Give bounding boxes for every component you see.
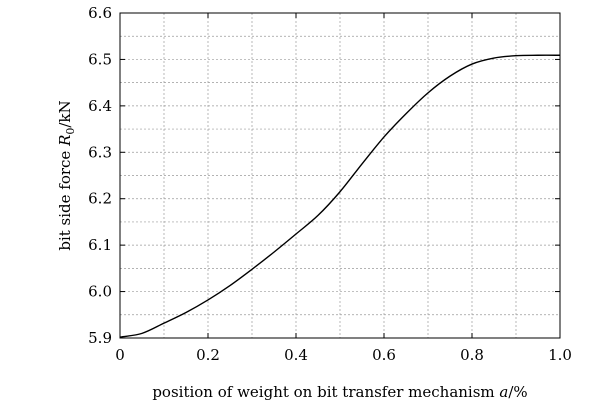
x-tick-label: 0.6 bbox=[372, 346, 396, 364]
y-tick-label: 6.4 bbox=[88, 97, 112, 115]
y-tick-label: 6.2 bbox=[88, 190, 112, 208]
x-axis-label-prefix: position of weight on bit transfer mecha… bbox=[152, 383, 499, 401]
grid bbox=[120, 13, 560, 338]
x-tick-label: 1.0 bbox=[548, 346, 572, 364]
tick-labels: 0 0.2 0.4 0.6 0.8 1.0 5.9 6.0 6.1 6.2 6.3 6.4 6.5 6.6 bbox=[88, 4, 572, 364]
x-axis-label: position of weight on bit transfer mecha… bbox=[152, 383, 527, 401]
y-tick-label: 6.3 bbox=[88, 143, 112, 161]
x-tick-label: 0.4 bbox=[284, 346, 308, 364]
y-tick-label: 6.5 bbox=[88, 50, 112, 68]
y-axis-label: bit side force R0/kN bbox=[56, 100, 77, 250]
y-tick-label: 6.0 bbox=[88, 283, 112, 301]
y-axis-label-subscript: 0 bbox=[64, 128, 77, 135]
y-tick-label: 5.9 bbox=[88, 329, 112, 347]
x-tick-label: 0 bbox=[115, 346, 125, 364]
x-tick-label: 0.8 bbox=[460, 346, 484, 364]
x-axis-label-variable: a bbox=[499, 383, 508, 401]
y-axis-label-prefix: bit side force bbox=[56, 146, 74, 251]
series-layer bbox=[119, 54, 561, 338]
plot-frame bbox=[119, 12, 561, 339]
y-tick-label: 6.6 bbox=[88, 4, 112, 22]
y-axis-label-variable: R bbox=[56, 135, 74, 147]
axis-ticks bbox=[119, 12, 561, 339]
y-axis-label-unit: /kN bbox=[56, 100, 74, 127]
x-axis-label-unit: /% bbox=[508, 383, 527, 401]
y-tick-label: 6.1 bbox=[88, 236, 112, 254]
series-line bbox=[119, 54, 561, 338]
x-tick-label: 0.2 bbox=[196, 346, 220, 364]
